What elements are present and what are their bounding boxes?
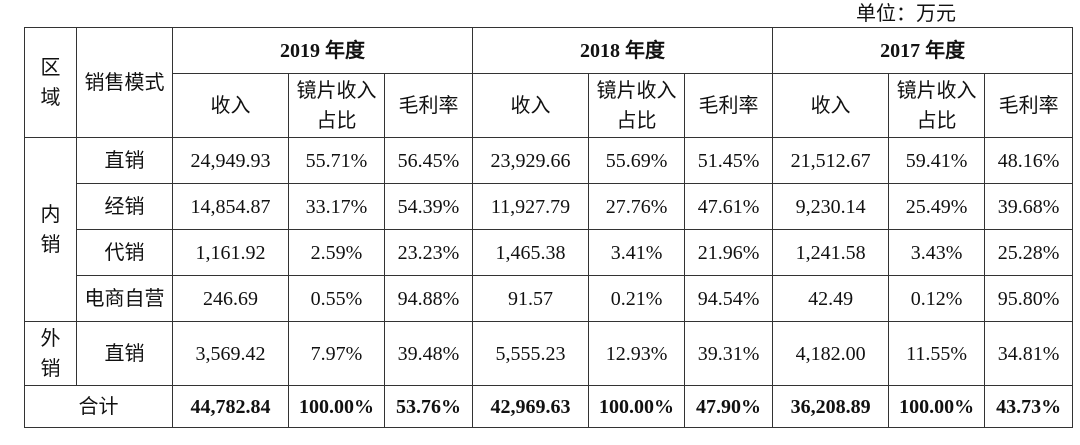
- table-row: 代销 1,161.92 2.59% 23.23% 1,465.38 3.41% …: [25, 229, 1074, 276]
- data-cell: 24,949.93: [172, 137, 289, 184]
- data-cell: 94.54%: [684, 275, 774, 322]
- data-cell: 7.97%: [288, 321, 385, 386]
- mode-cell: 经销: [76, 183, 173, 230]
- total-cell: 36,208.89: [772, 385, 890, 428]
- data-cell: 54.39%: [383, 183, 474, 230]
- data-cell: 42.49: [772, 275, 890, 322]
- data-cell: 48.16%: [984, 137, 1074, 184]
- header-year-2019: 2019 年度: [171, 27, 474, 74]
- data-cell: 33.17%: [288, 183, 385, 230]
- data-cell: 55.69%: [588, 137, 686, 184]
- mode-cell: 直销: [76, 321, 173, 386]
- header-lens-share: 镜片收入占比: [588, 73, 686, 138]
- data-cell: 0.12%: [888, 275, 986, 322]
- total-cell: 100.00%: [288, 385, 385, 428]
- table-row: 内销 直销 24,949.93 55.71% 56.45% 23,929.66 …: [24, 137, 1074, 322]
- mode-cell: 代销: [76, 229, 173, 276]
- header-revenue: 收入: [472, 73, 590, 138]
- data-cell: 1,465.38: [472, 229, 590, 276]
- data-cell: 39.68%: [984, 183, 1074, 230]
- data-cell: 39.31%: [684, 321, 774, 386]
- data-cell: 1,241.58: [772, 229, 890, 276]
- data-cell: 23.23%: [383, 229, 474, 276]
- data-cell: 59.41%: [888, 137, 986, 184]
- data-cell: 91.57: [472, 275, 590, 322]
- unit-label: 单位：万元: [856, 3, 956, 25]
- table-row: 电商自营 246.69 0.55% 94.88% 91.57 0.21% 94.…: [25, 275, 1074, 322]
- data-cell: 25.49%: [888, 183, 986, 230]
- data-cell: 51.45%: [684, 137, 774, 184]
- data-cell: 3,569.42: [172, 321, 289, 386]
- header-gross-margin: 毛利率: [984, 73, 1074, 138]
- total-cell: 43.73%: [984, 385, 1074, 428]
- data-cell: 12.93%: [588, 321, 686, 386]
- data-cell: 27.76%: [588, 183, 686, 230]
- total-cell: 42,969.63: [472, 385, 590, 428]
- header-mode: 销售模式: [76, 27, 173, 138]
- data-cell: 0.21%: [588, 275, 686, 322]
- header-gross-margin: 毛利率: [684, 73, 774, 138]
- total-cell: 53.76%: [383, 385, 474, 428]
- region-domestic: 内销: [24, 137, 77, 322]
- header-year-2018: 2018 年度: [472, 27, 774, 74]
- data-cell: 11,927.79: [472, 183, 590, 230]
- mode-cell: 直销: [76, 137, 173, 184]
- data-cell: 5,555.23: [472, 321, 590, 386]
- total-cell: 100.00%: [888, 385, 986, 428]
- data-cell: 9,230.14: [772, 183, 890, 230]
- data-cell: 11.55%: [888, 321, 986, 386]
- data-cell: 21,512.67: [772, 137, 890, 184]
- data-cell: 246.69: [172, 275, 289, 322]
- header-lens-share: 镜片收入占比: [888, 73, 986, 138]
- data-cell: 21.96%: [684, 229, 774, 276]
- data-cell: 47.61%: [684, 183, 774, 230]
- total-cell: 47.90%: [684, 385, 774, 428]
- total-label: 合计: [24, 385, 173, 428]
- data-cell: 25.28%: [984, 229, 1074, 276]
- region-export: 外销: [24, 321, 77, 386]
- data-cell: 55.71%: [288, 137, 385, 184]
- header-revenue: 收入: [772, 73, 890, 138]
- data-cell: 1,161.92: [172, 229, 289, 276]
- data-cell: 95.80%: [984, 275, 1074, 322]
- sales-table: 区域 销售模式 2019 年度 2018 年度 2017 年度 收入 镜片收入占…: [24, 27, 1074, 428]
- data-cell: 23,929.66: [472, 137, 590, 184]
- header-revenue: 收入: [172, 73, 289, 138]
- table-row: 经销 14,854.87 33.17% 54.39% 11,927.79 27.…: [25, 183, 1074, 230]
- header-lens-share: 镜片收入占比: [288, 73, 385, 138]
- data-cell: 2.59%: [288, 229, 385, 276]
- data-cell: 39.48%: [383, 321, 474, 386]
- data-cell: 56.45%: [383, 137, 474, 184]
- data-cell: 4,182.00: [772, 321, 890, 386]
- table-row: 外销 直销 3,569.42 7.97% 39.48% 5,555.23 12.…: [24, 321, 1074, 386]
- data-cell: 3.43%: [888, 229, 986, 276]
- data-cell: 14,854.87: [172, 183, 289, 230]
- header-gross-margin: 毛利率: [383, 73, 474, 138]
- data-cell: 34.81%: [984, 321, 1074, 386]
- total-row: 合计 44,782.84 100.00% 53.76% 42,969.63 10…: [24, 385, 1074, 428]
- data-cell: 3.41%: [588, 229, 686, 276]
- header-year-2017: 2017 年度: [772, 27, 1074, 74]
- data-cell: 0.55%: [288, 275, 385, 322]
- mode-cell: 电商自营: [76, 275, 173, 322]
- total-cell: 100.00%: [588, 385, 686, 428]
- data-cell: 94.88%: [383, 275, 474, 322]
- header-region: 区域: [24, 27, 77, 138]
- total-cell: 44,782.84: [172, 385, 289, 428]
